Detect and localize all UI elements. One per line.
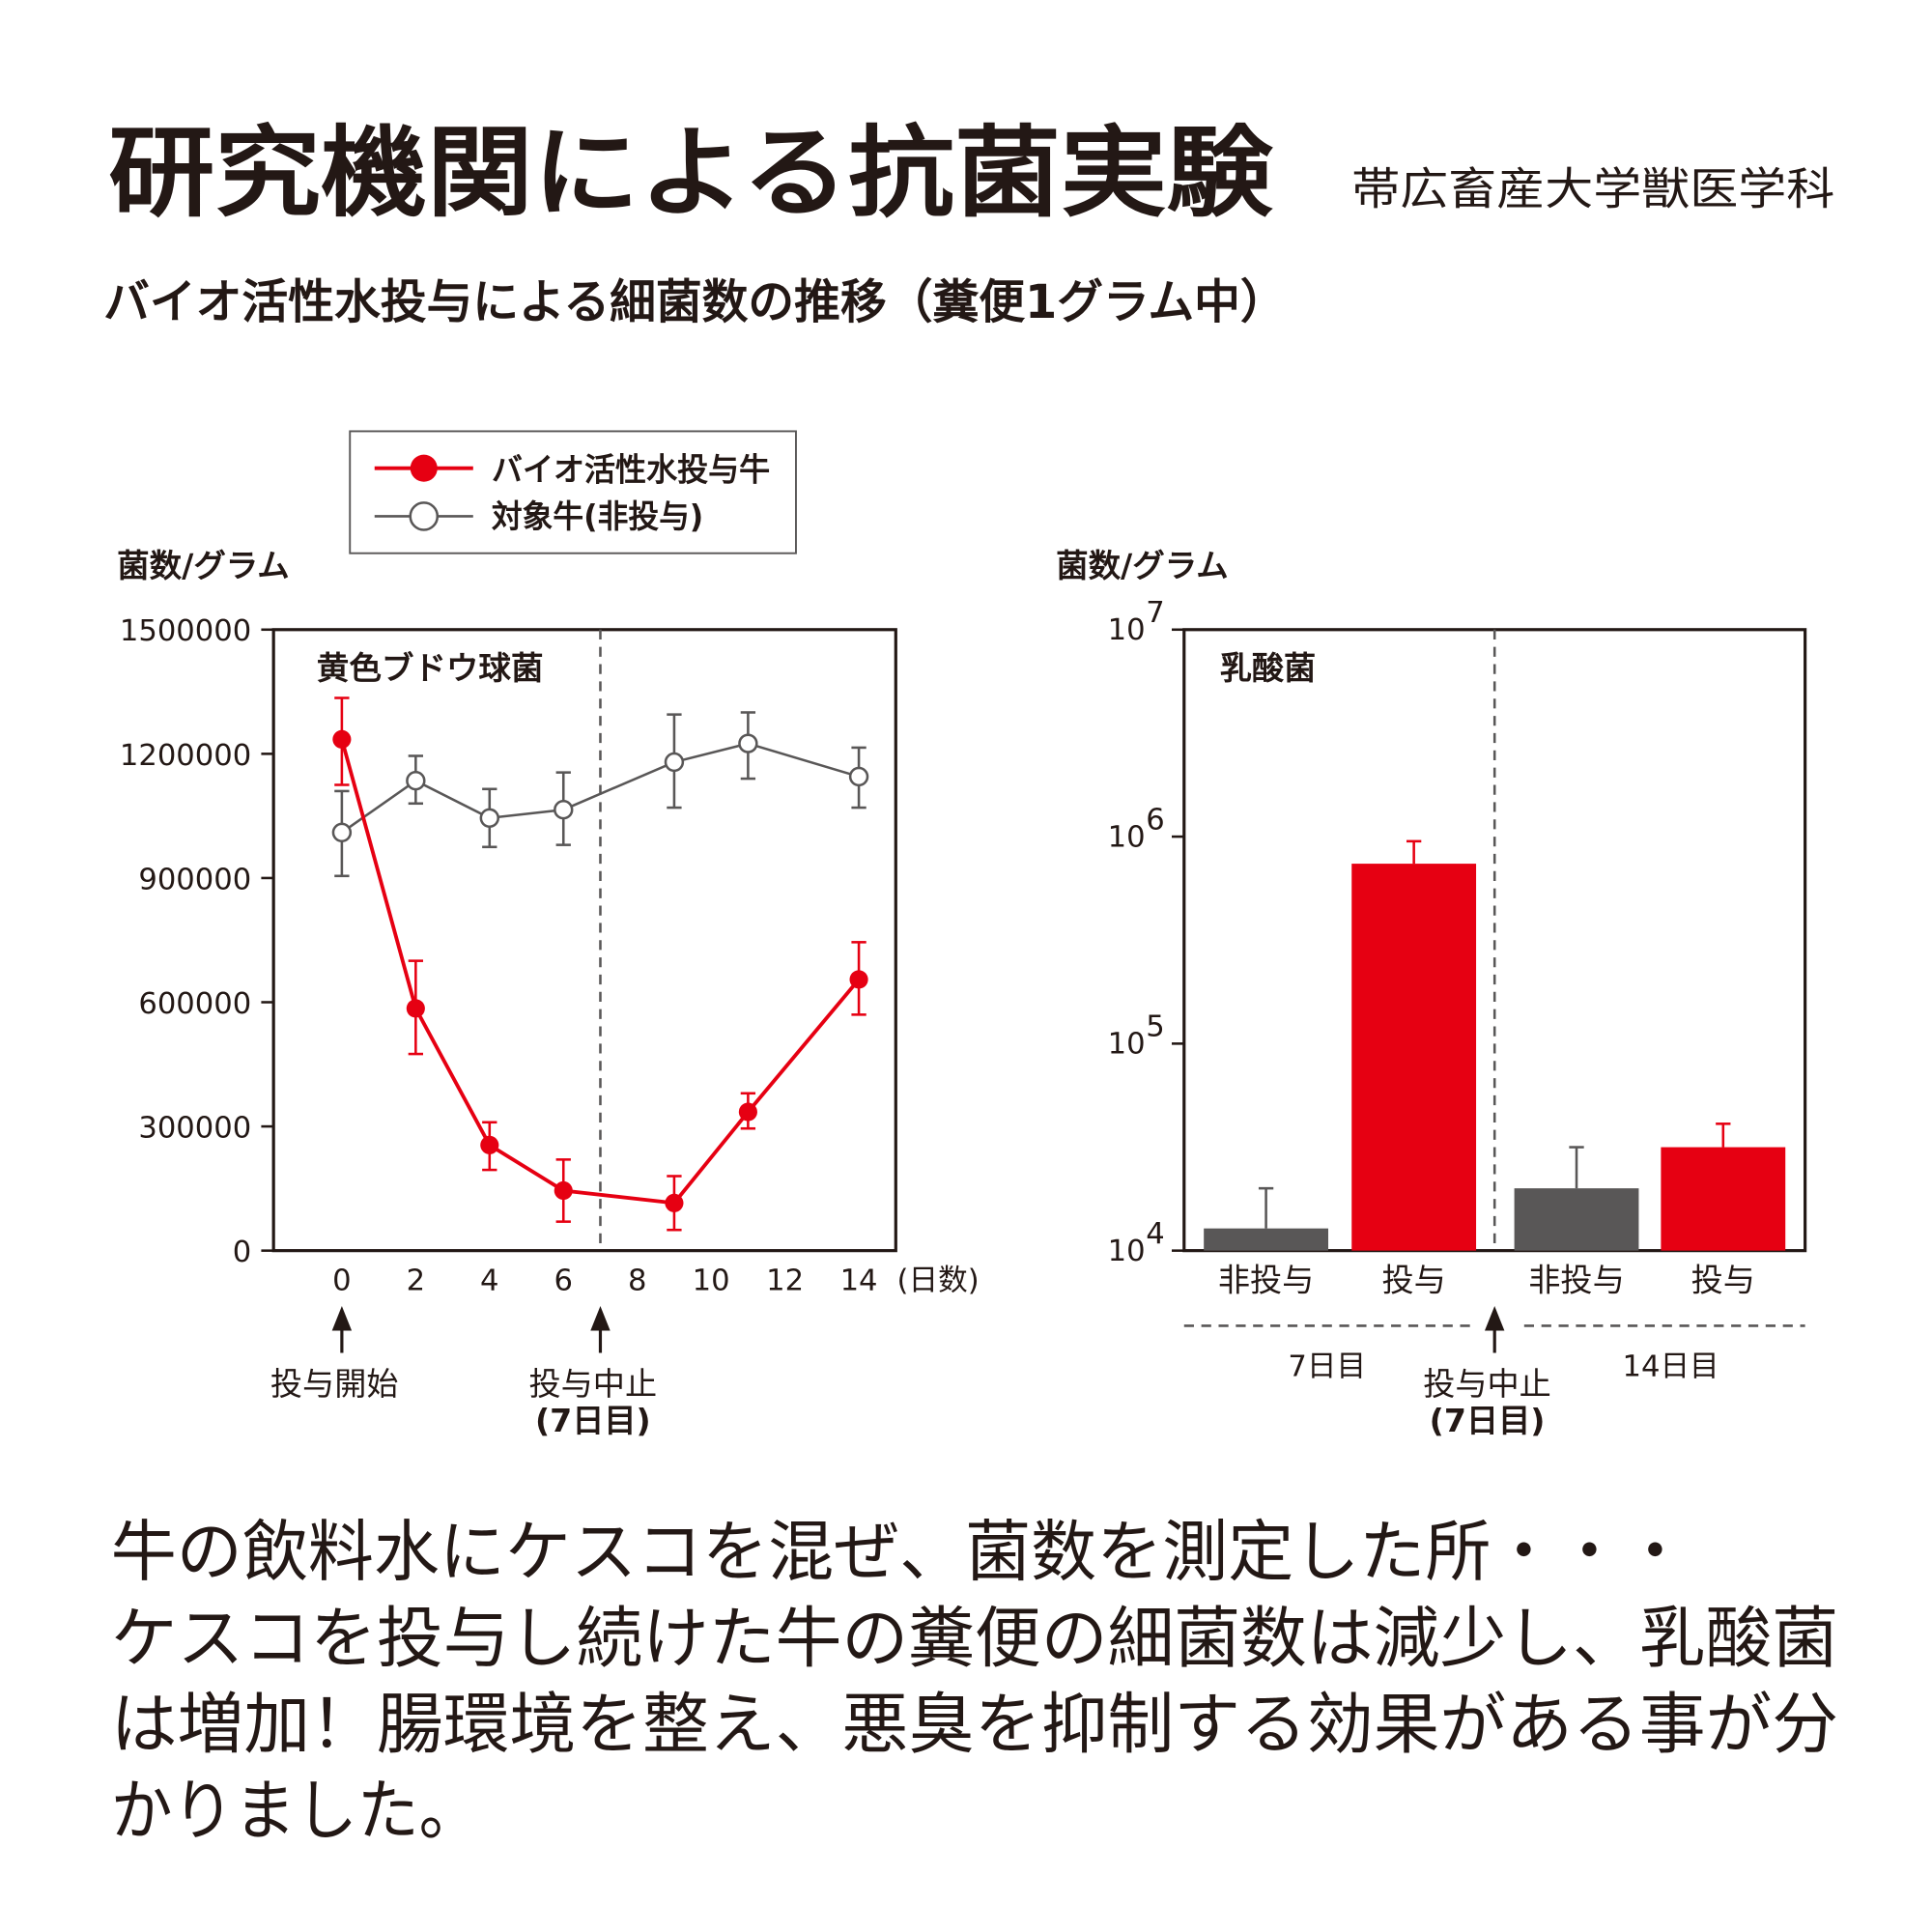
bar bbox=[1204, 1228, 1328, 1251]
y-tick-label: 300000 bbox=[138, 1112, 251, 1146]
x-category-label: 非投与 bbox=[1528, 1262, 1624, 1299]
x-category-label: 投与 bbox=[1691, 1262, 1755, 1299]
arrow-up-icon bbox=[590, 1306, 611, 1331]
body-line-3: は増加！腸環境を整え、悪臭を抑制する効果がある事が分 bbox=[111, 1687, 1838, 1764]
body-text: 牛の飲料水にケスコを混ぜ、菌数を測定した所・・・ ケスコを投与し続けた牛の糞便の… bbox=[111, 1514, 1838, 1850]
y-tick-label: 0 bbox=[233, 1236, 251, 1269]
legend: バイオ活性水投与牛 対象牛(非投与) bbox=[349, 430, 797, 554]
y-tick-label: 600000 bbox=[138, 987, 251, 1021]
data-point-control bbox=[479, 808, 499, 828]
legend-label-control: 対象牛(非投与) bbox=[492, 497, 703, 535]
x-tick-label: 14 bbox=[840, 1264, 878, 1297]
chart-title: 黄色ブドウ球菌 bbox=[317, 649, 544, 687]
y-tick-label: 10 bbox=[1108, 820, 1146, 854]
annotation-sublabel: (7日目) bbox=[535, 1402, 651, 1439]
bar bbox=[1514, 1188, 1639, 1251]
page-title: 研究機関による抗菌実験 bbox=[108, 116, 1273, 231]
y-tick-label: 10 bbox=[1108, 1235, 1146, 1268]
y-tick-label: 10 bbox=[1108, 1028, 1146, 1062]
y-tick-label: 1500000 bbox=[120, 614, 251, 648]
x-category-label: 非投与 bbox=[1218, 1262, 1314, 1299]
data-point-treated bbox=[480, 1135, 499, 1154]
x-tick-label: 12 bbox=[766, 1264, 804, 1297]
y-tick-exponent: 5 bbox=[1146, 1010, 1164, 1044]
data-point-control bbox=[331, 822, 353, 842]
plot-frame bbox=[271, 628, 897, 1253]
x-tick-label: 0 bbox=[332, 1264, 351, 1297]
body-line-2: ケスコを投与し続けた牛の糞便の細菌数は減少し、乳酸菌 bbox=[111, 1600, 1838, 1677]
x-tick-label: 6 bbox=[554, 1264, 573, 1297]
x-tick-label: 8 bbox=[628, 1264, 646, 1297]
institution: 帯広畜産大学獣医学科 bbox=[1351, 163, 1834, 215]
annotation-sublabel: (7日目) bbox=[1430, 1402, 1546, 1439]
data-point-treated bbox=[665, 1193, 684, 1212]
data-point-treated bbox=[738, 1102, 757, 1122]
y-axis-label: 菌数/グラム bbox=[117, 547, 290, 584]
group-label-day7: 7日目 bbox=[1288, 1350, 1366, 1384]
x-tick-label: 2 bbox=[407, 1264, 425, 1297]
arrow-up-icon bbox=[1484, 1306, 1505, 1331]
group-label-day14: 14日目 bbox=[1623, 1350, 1719, 1384]
body-line-4: かりました。 bbox=[111, 1773, 481, 1850]
y-tick-label: 10 bbox=[1108, 613, 1146, 647]
data-point-control bbox=[554, 800, 574, 820]
x-axis-label: (日数) bbox=[897, 1264, 980, 1297]
line-chart-staph: 菌数/グラム 黄色ブドウ球菌 (日数) 0 300000 600000 900000 1… bbox=[117, 547, 980, 1439]
body-line-1: 牛の飲料水にケスコを混ぜ、菌数を測定した所・・・ bbox=[111, 1514, 1689, 1591]
data-point-treated bbox=[554, 1180, 573, 1201]
data-point-control bbox=[848, 766, 869, 787]
legend-gray-marker bbox=[409, 501, 440, 531]
y-tick-label: 1200000 bbox=[120, 739, 251, 773]
chart-title: 乳酸菌 bbox=[1220, 649, 1316, 687]
data-point-treated bbox=[849, 970, 868, 989]
y-tick-label: 900000 bbox=[138, 863, 251, 896]
annotation-label: 投与開始 bbox=[270, 1365, 399, 1403]
x-tick-label: 10 bbox=[693, 1264, 730, 1297]
x-tick-label: 4 bbox=[480, 1264, 498, 1297]
legend-red-marker bbox=[410, 454, 438, 482]
x-category-label: 投与 bbox=[1381, 1262, 1445, 1299]
legend-label-treated: バイオ活性水投与牛 bbox=[492, 450, 770, 488]
y-tick-exponent: 6 bbox=[1146, 803, 1164, 837]
y-tick-exponent: 4 bbox=[1146, 1217, 1164, 1251]
annotation-label: 投与中止 bbox=[529, 1365, 658, 1403]
bar bbox=[1661, 1147, 1786, 1251]
data-point-control bbox=[738, 733, 758, 753]
arrow-up-icon bbox=[331, 1306, 353, 1331]
data-point-treated bbox=[332, 729, 352, 749]
data-point-control bbox=[406, 771, 426, 791]
y-axis-label: 菌数/グラム bbox=[1056, 547, 1229, 584]
subtitle: バイオ活性水投与による細菌数の推移（糞便1グラム中） bbox=[103, 275, 1286, 329]
data-point-control bbox=[664, 752, 685, 773]
data-point-treated bbox=[406, 999, 425, 1018]
bar bbox=[1351, 864, 1477, 1251]
y-tick-exponent: 7 bbox=[1146, 596, 1164, 630]
annotation-label: 投与中止 bbox=[1423, 1365, 1551, 1403]
